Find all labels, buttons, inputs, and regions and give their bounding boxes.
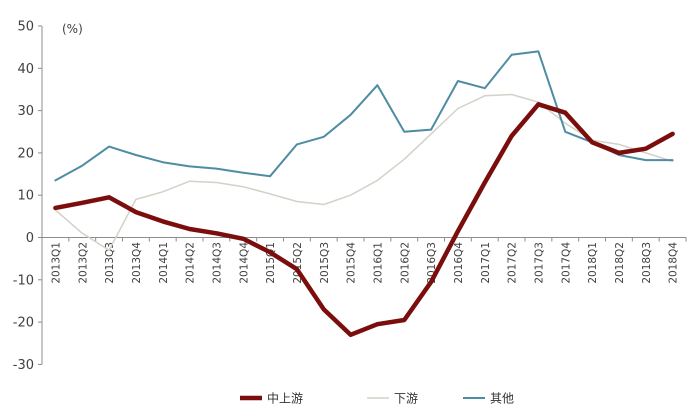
legend: 中上游 下游 其他 [240,391,514,406]
x-tick-label: 2016Q4 [453,242,465,284]
y-tick-label: 30 [17,104,34,119]
x-tick-label: 2015Q3 [319,242,331,284]
y-axis-ticks: 50 40 30 20 10 0 -10 -20 -30 [13,20,42,373]
y-tick-label: 20 [17,146,34,161]
y-tick-label: -30 [13,358,34,373]
series-line-3 [54,50,674,182]
x-tick-label: 2017Q4 [560,242,572,284]
y-tick-label: 40 [17,62,34,77]
unit-label: (%) [62,22,83,36]
legend-label-1: 中上游 [267,391,303,406]
y-tick-label: 0 [26,231,34,246]
series-line-1 [53,102,675,338]
x-tick-label: 2014Q1 [158,242,170,284]
x-tick-label: 2013Q4 [131,242,143,284]
y-tick-label: -20 [13,316,34,331]
legend-label-3: 其他 [490,392,514,406]
x-tick-label: 2013Q2 [77,242,89,284]
x-tick-label: 2016Q1 [372,242,384,284]
legend-label-2: 下游 [394,392,418,406]
x-axis-ticks: 2013Q1 2013Q2 2013Q3 2013Q4 2014Q1 2014Q2 2014… [41,237,687,284]
x-tick-label: 2017Q1 [480,242,492,284]
x-tick-label: 2018Q4 [668,242,680,284]
series-line-2 [54,93,674,251]
series-lines [53,50,675,338]
x-tick-label: 2018Q2 [614,242,626,284]
y-tick-label: 50 [17,20,34,35]
x-tick-label: 2018Q3 [641,242,653,284]
axes [41,26,686,365]
x-tick-label: 2016Q2 [399,242,411,284]
y-tick-label: -10 [13,273,34,288]
x-tick-label: 2014Q4 [238,242,250,284]
x-tick-label: 2017Q3 [533,242,545,284]
x-tick-label: 2015Q4 [346,242,358,284]
x-tick-label: 2013Q3 [104,242,116,284]
x-tick-label: 2014Q3 [211,242,223,284]
x-tick-label: 2018Q1 [587,242,599,284]
x-tick-label: 2014Q2 [185,242,197,284]
y-tick-label: 10 [17,189,34,204]
x-tick-label: 2017Q2 [507,242,519,284]
x-tick-label: 2013Q1 [50,242,62,284]
